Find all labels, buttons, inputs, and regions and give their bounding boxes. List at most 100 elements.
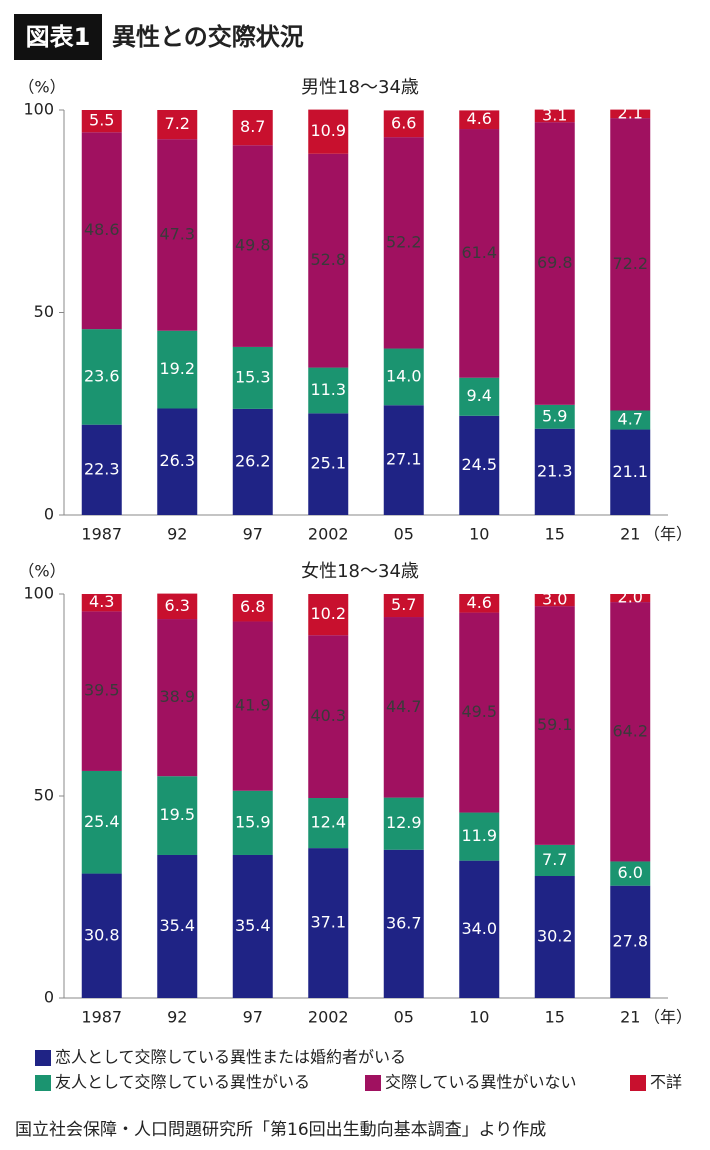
value-label: 49.8 [235,236,271,255]
bar-segment [610,118,651,411]
x-tick-label: 97 [243,1008,263,1027]
value-label: 12.9 [386,813,422,832]
bar-segment [534,606,575,845]
bar-segment [232,346,273,409]
value-label: 2.0 [618,588,643,607]
bar-segment [308,594,349,636]
bar-segment [610,109,651,119]
value-label: 69.8 [537,253,573,272]
value-label: 14.0 [386,366,422,385]
bar-segment [610,410,651,430]
value-label: 72.2 [612,254,648,273]
legend-label: 交際している異性がいない [385,1073,577,1092]
bar-segment [157,139,198,331]
bar-segment [308,635,349,799]
bar-segment [383,594,424,618]
bar-segment [308,798,349,849]
value-label: 52.8 [310,250,346,269]
bar-segment [383,110,424,138]
y-tick-label: 0 [44,988,54,1007]
bar-segment [610,602,651,862]
bar-segment [308,109,349,154]
x-tick-label: 92 [167,525,187,544]
value-label: 30.8 [84,925,120,944]
x-axis-label: （年） [644,1008,692,1027]
bar-segment [232,110,273,146]
value-label: 26.2 [235,451,271,470]
value-label: 27.1 [386,450,422,469]
x-tick-label: 10 [469,1008,489,1027]
bar-segment [81,424,122,515]
value-label: 4.7 [618,410,643,429]
bar-segment [232,594,273,622]
x-tick-label: 15 [545,525,565,544]
bar-segment [232,854,273,998]
bar-segment [81,611,122,771]
x-tick-label: 21 [620,525,640,544]
bar-segment [534,122,575,405]
bar-segment [308,413,349,515]
value-label: 37.1 [310,913,346,932]
bar-segment [459,377,500,416]
legend-swatch [365,1075,381,1091]
bar-segment [383,617,424,798]
x-tick-label: 97 [243,525,263,544]
x-tick-label: 05 [394,1008,414,1027]
legend-swatch [35,1075,51,1091]
value-label: 22.3 [84,459,120,478]
bar-segment [534,594,575,607]
value-label: 25.4 [84,812,120,831]
value-label: 61.4 [461,243,497,262]
value-label: 8.7 [240,117,265,136]
x-axis-label: （年） [644,525,692,544]
bar-segment [459,594,500,613]
figure-title: 異性との交際状況 [112,23,304,51]
bar-segment [81,110,122,133]
bar-segment [232,621,273,791]
chart-title: 男性18〜34歳 [301,77,419,98]
legend-swatch [35,1050,51,1066]
bar-segment [232,408,273,515]
x-tick-label: 21 [620,1008,640,1027]
value-label: 15.9 [235,812,271,831]
value-label: 35.4 [159,916,195,935]
value-label: 15.3 [235,367,271,386]
value-label: 44.7 [386,697,422,716]
value-label: 21.3 [537,461,573,480]
x-tick-label: 15 [545,1008,565,1027]
value-label: 64.2 [612,721,648,740]
bar-segment [610,594,651,603]
legend-swatch [630,1075,646,1091]
bar-segment [534,875,575,998]
figure-label-box [14,14,102,60]
source: 国立社会保障・人口問題研究所「第16回出生動向基本調査」より作成 [15,1120,546,1140]
value-label: 7.7 [542,850,567,869]
value-label: 9.4 [467,386,492,405]
value-label: 6.6 [391,113,416,132]
value-label: 23.6 [84,366,120,385]
bar-segment [81,132,122,330]
value-label: 30.2 [537,926,573,945]
value-label: 26.3 [159,451,195,470]
bar-segment [534,844,575,876]
value-label: 36.7 [386,913,422,932]
value-label: 52.2 [386,232,422,251]
value-label: 59.1 [537,715,573,734]
bar-segment [81,770,122,874]
value-label: 40.3 [310,706,346,725]
x-tick-label: 1987 [81,1008,122,1027]
value-label: 41.9 [235,696,271,715]
bar-segment [610,861,651,886]
bar-segment [157,854,198,998]
bar-segment [308,367,349,414]
bar-segment [81,873,122,998]
bar-segment [157,330,198,409]
value-label: 11.9 [461,826,497,845]
x-tick-label: 05 [394,525,414,544]
y-tick-label: 100 [23,100,54,119]
bar-segment [610,429,651,515]
bar-segment [383,797,424,850]
value-label: 38.9 [159,687,195,706]
x-tick-label: 2002 [308,525,349,544]
bar-segment [459,612,500,813]
